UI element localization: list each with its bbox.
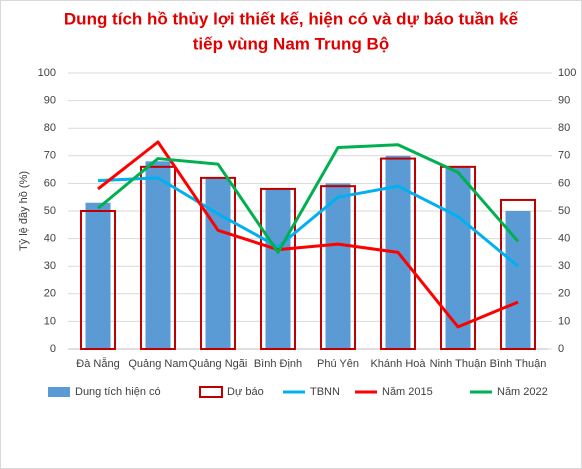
- y-tick-label: 20: [44, 288, 56, 300]
- y-tick-label: 40: [44, 233, 56, 245]
- line: [97, 143, 520, 254]
- legend-marker: [48, 387, 70, 397]
- y2-tick-label: 60: [558, 177, 570, 189]
- legend-label: TBNN: [310, 386, 340, 398]
- bar: [265, 188, 291, 349]
- forecast-bar: [80, 210, 116, 350]
- y-tick-label: 70: [44, 150, 56, 162]
- y-tick-label: 30: [44, 260, 56, 272]
- x-tick-label: Quảng Ngãi: [189, 358, 248, 370]
- forecast-bar: [260, 187, 296, 350]
- legend-label: Năm 2015: [382, 386, 433, 398]
- forecast-bar: [140, 165, 176, 350]
- y-tick-label: 0: [50, 343, 56, 355]
- x-tick-label: Phú Yên: [317, 358, 359, 370]
- y2-tick-label: 40: [558, 233, 570, 245]
- y-tick-label: 90: [44, 95, 56, 107]
- forecast-bar: [200, 176, 236, 350]
- bar: [85, 202, 111, 349]
- y-tick-label: 50: [44, 205, 56, 217]
- line: [97, 176, 519, 268]
- y-axis-label: Tỷ lệ đầy hồ (%): [18, 171, 30, 251]
- forecast-bar: [500, 198, 536, 350]
- x-tick-label: Ninh Thuận: [430, 358, 487, 370]
- legend-label: Năm 2022: [497, 386, 548, 398]
- chart-title: Dung tích hồ thủy lợi thiết kế, hiện có …: [64, 9, 519, 28]
- y2-tick-label: 70: [558, 150, 570, 162]
- legend-label: Dung tích hiện có: [75, 386, 161, 398]
- y2-tick-label: 80: [558, 122, 570, 134]
- bar: [325, 183, 351, 349]
- x-tick-label: Bình Thuận: [490, 358, 547, 370]
- y2-tick-label: 30: [558, 260, 570, 272]
- legend-label: Dự báo: [227, 386, 264, 398]
- line: [97, 140, 519, 329]
- x-tick-label: Đà Nẵng: [76, 357, 119, 370]
- x-tick-label: Khánh Hoà: [370, 358, 426, 370]
- y2-tick-label: 10: [558, 315, 570, 327]
- y2-tick-label: 100: [558, 67, 576, 79]
- y-tick-label: 80: [44, 122, 56, 134]
- y-tick-label: 10: [44, 315, 56, 327]
- y2-tick-label: 90: [558, 95, 570, 107]
- chart-title: tiếp vùng Nam Trung Bộ: [193, 34, 389, 53]
- forecast-bar: [320, 185, 356, 350]
- bar: [145, 161, 171, 349]
- y2-tick-label: 50: [558, 205, 570, 217]
- legend-marker: [199, 386, 223, 398]
- bar: [205, 177, 231, 349]
- x-tick-label: Bình Định: [254, 358, 302, 370]
- x-tick-label: Quảng Nam: [128, 358, 187, 370]
- forecast-bar: [380, 157, 416, 350]
- forecast-bar: [440, 165, 476, 350]
- y2-tick-label: 0: [558, 343, 564, 355]
- y-tick-label: 60: [44, 177, 56, 189]
- y2-tick-label: 20: [558, 288, 570, 300]
- y-tick-label: 100: [38, 67, 56, 79]
